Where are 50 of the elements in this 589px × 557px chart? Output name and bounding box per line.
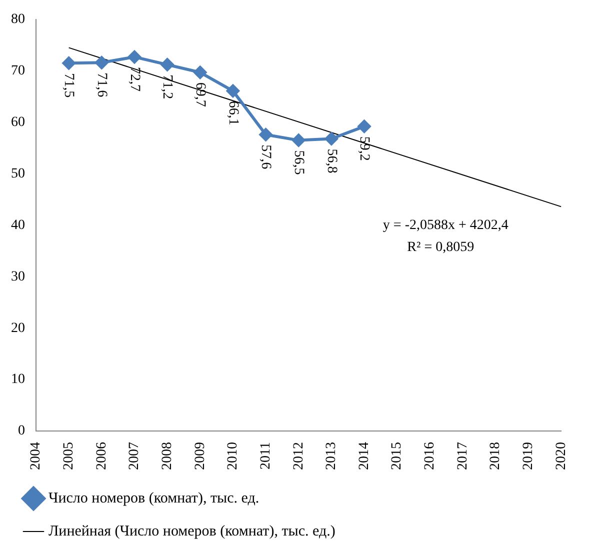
x-tick-label: 2005 — [61, 442, 76, 470]
y-tick-label: 70 — [11, 64, 25, 79]
point — [194, 66, 207, 79]
point — [226, 84, 240, 98]
x-tick-label: 2012 — [291, 442, 306, 470]
y-tick-label: 30 — [11, 269, 25, 284]
x-tick-label: 2015 — [390, 442, 405, 470]
point — [324, 132, 338, 146]
x-tick-label: 2014 — [356, 442, 372, 470]
annotation: R² = 0,8059 — [407, 240, 474, 255]
x-tick-label: 2019 — [521, 442, 536, 470]
x-tick-label: 2018 — [488, 442, 504, 470]
x-tick-label: 2006 — [94, 442, 110, 470]
point — [292, 134, 306, 147]
legend-label: Линейная (Число номеров (комнат), тыс. ед.) — [48, 523, 336, 540]
x-tick-label: 2017 — [455, 442, 470, 470]
x-tick-label: 2007 — [127, 442, 142, 470]
data-label: 57,6 — [258, 144, 274, 170]
point — [358, 120, 371, 133]
y-tick-label: 0 — [18, 424, 25, 439]
data-label: 66,1 — [225, 100, 240, 126]
data-label: 56,8 — [324, 148, 339, 174]
data-label: 72,7 — [126, 66, 142, 92]
x-tick-label: 2010 — [226, 442, 241, 470]
y-tick-label: 80 — [11, 12, 25, 28]
annotation: y = -2,0588x + 4202,4 — [382, 218, 508, 233]
point — [160, 58, 174, 72]
data-label: 69,7 — [192, 82, 208, 107]
data-label: 71,6 — [94, 72, 109, 98]
legend-label: Число номеров (комнат), тыс. ед. — [48, 490, 260, 506]
x-tick-label: 2009 — [192, 442, 208, 470]
x-tick-label: 2020 — [554, 442, 569, 470]
x-tick-label: 2008 — [160, 442, 175, 470]
x-tick-label: 2016 — [422, 442, 438, 470]
data-label: 71,2 — [160, 74, 175, 100]
point — [259, 128, 272, 142]
x-tick-label: 2004 — [28, 442, 44, 470]
y-tick-label: 40 — [11, 218, 25, 233]
y-tick-label: 50 — [11, 166, 25, 182]
point — [128, 50, 141, 64]
y-tick-label: 20 — [11, 320, 25, 336]
point — [95, 56, 108, 70]
y-tick-label: 10 — [11, 372, 25, 388]
data-label: 56,5 — [290, 150, 306, 175]
x-tick-label: 2013 — [324, 442, 340, 470]
x-tick-label: 2011 — [258, 442, 274, 470]
data-label: 71,5 — [61, 73, 76, 98]
point — [62, 56, 76, 70]
data-label: 59,2 — [356, 136, 372, 161]
y-tick-label: 60 — [11, 114, 25, 130]
